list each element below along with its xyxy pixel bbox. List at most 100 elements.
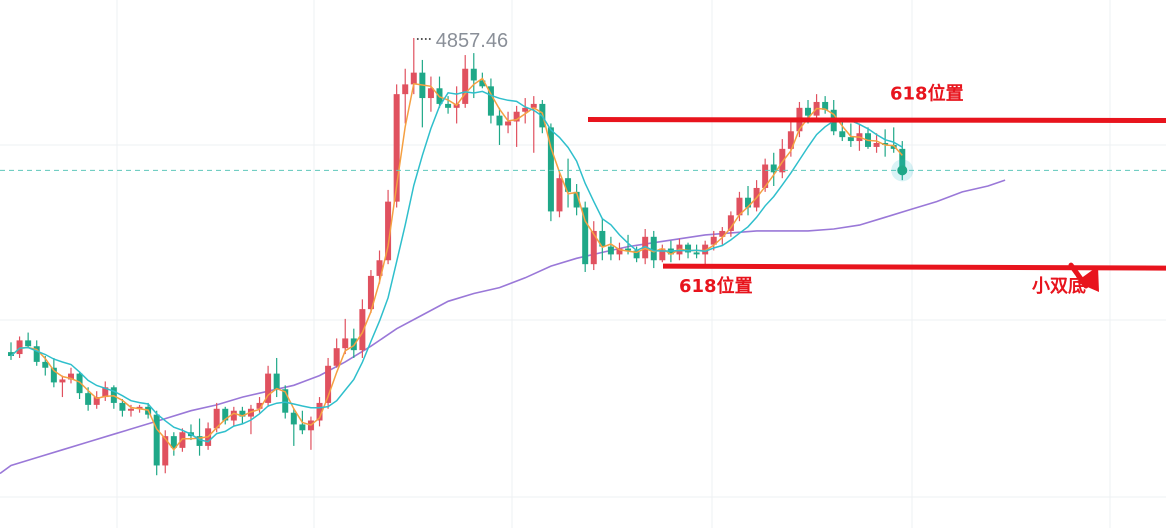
- candle-body-0: [8, 352, 14, 357]
- candle-body-79: [685, 244, 692, 253]
- candle-body-15: [136, 406, 143, 409]
- candle-body-69: [599, 230, 606, 247]
- candle-body-73: [633, 250, 640, 259]
- top-level-line: [587, 117, 1166, 124]
- candle-body-49: [427, 88, 434, 99]
- candle-body-27: [239, 410, 246, 417]
- candle-body-76: [659, 248, 666, 261]
- candle-body-37: [325, 365, 332, 403]
- pulse-dot: [897, 165, 908, 176]
- candle-body-65: [565, 178, 572, 192]
- candle-body-103: [890, 144, 897, 149]
- candle-body-10: [93, 397, 100, 405]
- candle-body-88: [762, 164, 769, 188]
- candle-body-13: [119, 402, 126, 411]
- candle-body-42: [367, 275, 374, 310]
- candle-body-36: [316, 402, 323, 421]
- candle-body-93: [805, 107, 812, 116]
- current-price-marker: [891, 159, 914, 182]
- candle-body-19: [170, 436, 177, 448]
- candle-body-39: [342, 338, 349, 349]
- candle-body-60: [522, 107, 529, 112]
- candle-body-53: [462, 68, 469, 104]
- high-leader-dot-0: [416, 38, 419, 40]
- ma-lines-group: [10, 77, 903, 452]
- candle-body-104: [899, 148, 906, 173]
- candle-body-70: [607, 246, 614, 255]
- high-leader-dot-2: [424, 38, 427, 40]
- candle-body-74: [642, 236, 649, 259]
- candle-body-57: [496, 115, 503, 126]
- candle-body-4: [42, 361, 49, 368]
- candle-body-20: [179, 432, 186, 448]
- candle-body-17: [153, 414, 160, 466]
- candle-body-95: [822, 101, 829, 110]
- candle-body-97: [839, 131, 846, 138]
- candle-body-38: [333, 348, 340, 366]
- candle-body-43: [376, 260, 383, 276]
- candle-body-85: [736, 197, 743, 216]
- candle-body-81: [702, 244, 709, 255]
- arrow-head: [1076, 266, 1099, 292]
- candle-body-32: [282, 389, 289, 413]
- candle-body-83: [719, 230, 726, 237]
- candle-body-84: [727, 215, 734, 231]
- candle-body-91: [787, 131, 794, 149]
- up-arrow-icon: [1068, 262, 1099, 292]
- candle-body-86: [745, 197, 752, 208]
- high-leader-dot-1: [420, 38, 423, 40]
- candle-body-29: [256, 402, 263, 409]
- candle-body-67: [582, 207, 589, 265]
- candle-body-61: [530, 103, 537, 108]
- ma-long-line-group: [0, 179, 1006, 475]
- candle-body-63: [547, 127, 554, 212]
- candle-body-54: [470, 68, 477, 81]
- candle-body-45: [393, 94, 400, 202]
- candle-body-31: [273, 373, 280, 390]
- candle-body-30: [265, 373, 272, 403]
- candle-body-14: [127, 408, 134, 411]
- candle-body-66: [573, 191, 580, 208]
- candle-body-9: [85, 393, 92, 405]
- candle-body-58: [505, 121, 512, 126]
- candle-body-47: [410, 72, 417, 85]
- candle-body-51: [445, 103, 452, 108]
- candle-body-11: [102, 387, 109, 398]
- candle-body-75: [650, 236, 657, 261]
- level-lines-group: [587, 117, 1166, 271]
- candle-body-18: [162, 436, 169, 466]
- candle-body-89: [770, 164, 777, 173]
- candle-body-55: [479, 80, 486, 87]
- candle-body-25: [222, 408, 229, 421]
- candle-body-2: [25, 340, 32, 347]
- ma-mid-line: [10, 90, 903, 443]
- ma-long-line: [0, 179, 1006, 475]
- candle-body-68: [590, 230, 597, 265]
- candle-body-44: [385, 201, 392, 261]
- candle-body-64: [556, 178, 563, 212]
- candle-body-102: [882, 143, 889, 145]
- high-price-label: 4857.46: [436, 30, 508, 52]
- candle-body-7: [67, 373, 74, 380]
- candle-body-41: [359, 309, 366, 351]
- candle-body-82: [710, 236, 717, 245]
- candle-body-5: [50, 367, 57, 383]
- candle-body-1: [16, 340, 23, 355]
- candle-body-8: [76, 373, 83, 394]
- candle-body-71: [616, 248, 623, 255]
- top-level-label: 618位置: [890, 83, 964, 105]
- candle-body-101: [873, 143, 880, 147]
- candle-body-3: [33, 346, 40, 362]
- candle-body-34: [299, 424, 306, 431]
- candle-body-59: [513, 111, 520, 122]
- candle-body-98: [847, 137, 854, 142]
- candle-body-26: [230, 410, 237, 421]
- candle-body-72: [625, 248, 632, 251]
- ma-short-line: [10, 77, 903, 452]
- bottom-level-line: [662, 263, 1166, 271]
- high-leader-dot-3: [428, 38, 431, 40]
- candle-body-6: [59, 379, 66, 383]
- candle-body-56: [487, 86, 494, 116]
